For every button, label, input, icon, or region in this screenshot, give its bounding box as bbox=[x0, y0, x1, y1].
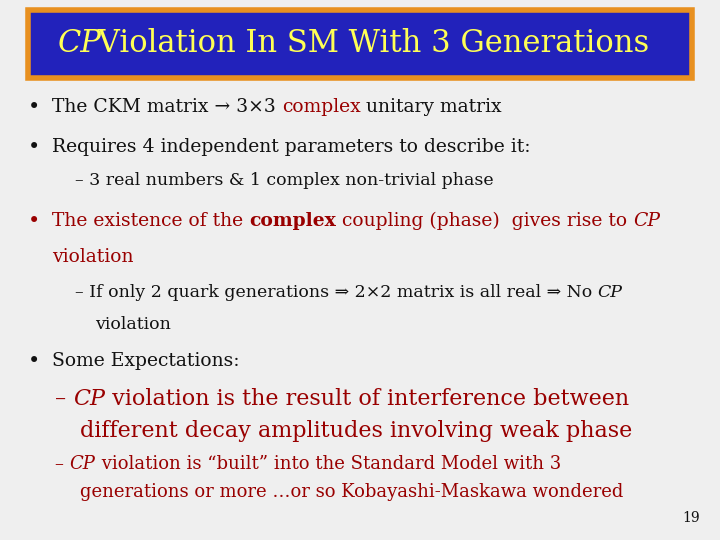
Text: coupling (phase)  gives rise to: coupling (phase) gives rise to bbox=[336, 212, 633, 230]
Text: •: • bbox=[28, 352, 40, 371]
Text: The existence of the: The existence of the bbox=[52, 212, 249, 230]
Text: 19: 19 bbox=[683, 511, 700, 525]
Text: CP: CP bbox=[633, 212, 660, 230]
Text: unitary matrix: unitary matrix bbox=[361, 98, 502, 116]
Text: CP: CP bbox=[58, 29, 102, 59]
Text: The CKM matrix → 3×3: The CKM matrix → 3×3 bbox=[52, 98, 282, 116]
Text: Violation In SM With 3 Generations: Violation In SM With 3 Generations bbox=[88, 29, 649, 59]
Text: •: • bbox=[28, 138, 40, 157]
Text: •: • bbox=[28, 212, 40, 231]
Text: Some Expectations:: Some Expectations: bbox=[52, 352, 240, 370]
Text: •: • bbox=[28, 98, 40, 117]
Text: violation is “built” into the Standard Model with 3: violation is “built” into the Standard M… bbox=[96, 455, 561, 473]
Text: CP: CP bbox=[73, 388, 105, 410]
Text: – If only 2 quark generations ⇒ 2×2 matrix is all real ⇒ No: – If only 2 quark generations ⇒ 2×2 matr… bbox=[75, 284, 598, 301]
Text: – 3 real numbers & 1 complex non-trivial phase: – 3 real numbers & 1 complex non-trivial… bbox=[75, 172, 494, 189]
Text: –: – bbox=[55, 388, 73, 410]
Text: CP: CP bbox=[70, 455, 96, 473]
Text: violation: violation bbox=[52, 248, 133, 266]
FancyBboxPatch shape bbox=[28, 10, 692, 78]
Text: complex: complex bbox=[249, 212, 336, 230]
Text: different decay amplitudes involving weak phase: different decay amplitudes involving wea… bbox=[80, 420, 632, 442]
Text: violation is the result of interference between: violation is the result of interference … bbox=[105, 388, 629, 410]
Text: –: – bbox=[55, 455, 70, 473]
Text: complex: complex bbox=[282, 98, 361, 116]
Text: Requires 4 independent parameters to describe it:: Requires 4 independent parameters to des… bbox=[52, 138, 531, 156]
Text: generations or more …or so Kobayashi-Maskawa wondered: generations or more …or so Kobayashi-Mas… bbox=[80, 483, 624, 501]
Text: CP: CP bbox=[598, 284, 623, 301]
Text: violation: violation bbox=[95, 316, 171, 333]
